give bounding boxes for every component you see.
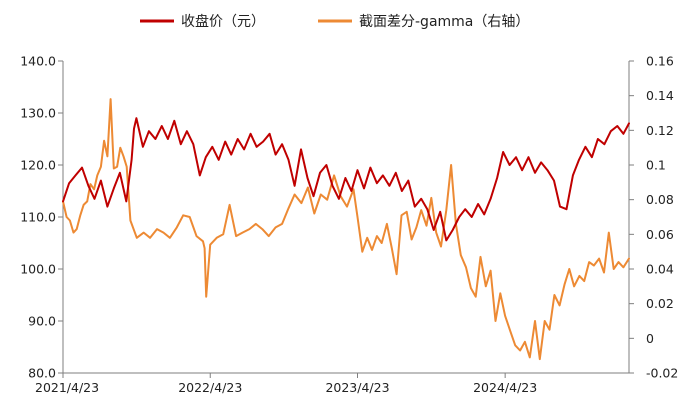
right-axis-tick-label: 0.04 xyxy=(646,262,674,277)
series-line-closing-price xyxy=(62,117,630,242)
right-axis-tick-label: 0 xyxy=(646,331,654,346)
x-axis-tick-label: 2023/4/23 xyxy=(325,380,389,395)
right-axis-tick-label: 0.06 xyxy=(646,227,674,242)
x-axis-tick-label: 2022/4/23 xyxy=(178,380,242,395)
right-axis-tick-label: 0.16 xyxy=(646,54,674,69)
x-axis-tick-label: 2024/4/23 xyxy=(473,380,537,395)
right-axis-tick-label: 0.02 xyxy=(646,296,674,311)
series-line-gamma xyxy=(62,98,630,361)
right-axis-tick-label: 0.08 xyxy=(646,192,674,207)
right-axis-tick-label: -0.02 xyxy=(646,366,678,381)
right-axis-tick-label: 0.12 xyxy=(646,123,674,138)
chart-series xyxy=(62,98,630,361)
chart-legend: 收盘价（元） 截面差分-gamma（右轴） xyxy=(140,13,529,30)
chart-axes: 80.0 90.0 100.0 110.0 120.0 130.0 140.0 -0.02 0 0… xyxy=(20,54,678,396)
right-axis-tick-label: 0.14 xyxy=(646,88,674,103)
left-axis-tick-label: 90.0 xyxy=(28,314,56,329)
left-axis-tick-label: 120.0 xyxy=(20,158,56,173)
x-axis-tick-label: 2021/4/23 xyxy=(35,380,99,395)
left-axis-tick-label: 110.0 xyxy=(20,210,56,225)
right-axis-tick-label: 0.1 xyxy=(646,158,666,173)
left-axis-tick-label: 80.0 xyxy=(28,366,56,381)
left-axis-tick-label: 130.0 xyxy=(20,106,56,121)
left-axis-tick-label: 100.0 xyxy=(20,262,56,277)
left-axis-tick-label: 140.0 xyxy=(20,54,56,69)
legend-label-gamma: 截面差分-gamma（右轴） xyxy=(359,14,529,30)
legend-label-closing-price: 收盘价（元） xyxy=(181,13,265,30)
